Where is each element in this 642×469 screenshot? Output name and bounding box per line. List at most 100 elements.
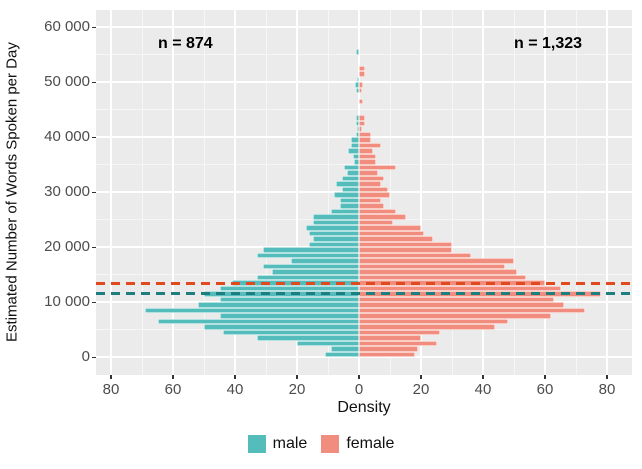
female-bar (359, 65, 366, 71)
male-bar (355, 115, 359, 121)
male-bar (355, 131, 359, 137)
male-bar (306, 225, 359, 231)
male-bar (354, 159, 359, 165)
female-bar (359, 197, 381, 203)
male-bar (197, 302, 359, 308)
male-bar (356, 76, 359, 82)
female-bar (359, 120, 366, 126)
male-bar (256, 252, 359, 258)
female-bar (359, 307, 586, 313)
female-bar (359, 175, 384, 181)
male-bar (354, 82, 359, 88)
x-tick-mark (482, 375, 484, 379)
x-tick-mark (358, 375, 360, 379)
y-tick-label: 50 000 (44, 73, 90, 90)
female-bar (359, 258, 514, 264)
male-bar (335, 181, 359, 187)
male-bar (324, 351, 359, 357)
gridline-y-minor (96, 54, 632, 55)
female-bar (359, 170, 378, 176)
male-bar (309, 230, 359, 236)
male-bar (355, 120, 359, 126)
y-tick-mark (92, 81, 96, 83)
female-bar (359, 296, 555, 302)
male-bar (351, 137, 359, 143)
female-bar (359, 269, 518, 275)
x-tick-label: 60 (536, 381, 554, 398)
male-bar (343, 164, 359, 170)
female-bar (359, 252, 471, 258)
y-tick-label: 30 000 (44, 183, 90, 200)
female-bar (359, 203, 384, 209)
male-bar (262, 263, 359, 269)
male-bar (352, 153, 359, 159)
female-color-swatch (321, 435, 340, 453)
female-bar (359, 351, 415, 357)
x-tick-mark (420, 375, 422, 379)
female-bar (359, 192, 390, 198)
female-bar (359, 71, 366, 77)
female-bar (359, 219, 394, 225)
y-tick-mark (92, 356, 96, 358)
female-bar (359, 302, 564, 308)
male-bar (312, 236, 359, 242)
male-bar (256, 335, 359, 341)
y-tick-label: 20 000 (44, 238, 90, 255)
legend: male female (0, 431, 642, 457)
x-tick-mark (110, 375, 112, 379)
female-bar (359, 131, 372, 137)
x-tick-mark (296, 375, 298, 379)
male-bar (219, 296, 359, 302)
y-tick-label: 10 000 (44, 293, 90, 310)
gridline-y-minor (96, 109, 632, 110)
x-tick-mark (172, 375, 174, 379)
x-tick-label: 80 (598, 381, 616, 398)
male-bar (331, 208, 359, 214)
y-tick-mark (92, 191, 96, 193)
legend-label-female: female (346, 435, 395, 452)
male-mean-line (96, 292, 632, 296)
annotation-male-n: n = 874 (158, 35, 213, 52)
annotation-female-n: n = 1,323 (514, 35, 583, 52)
female-bar (359, 285, 561, 291)
gridline-y-major (96, 81, 632, 83)
male-bar (341, 175, 359, 181)
female-bar (359, 159, 377, 165)
female-bar (359, 236, 434, 242)
female-bar (359, 115, 366, 121)
female-bar (359, 87, 363, 93)
female-bar (359, 126, 363, 132)
female-bar (359, 247, 452, 253)
x-tick-label: 0 (354, 381, 364, 398)
male-bar (272, 269, 359, 275)
y-tick-label: 40 000 (44, 128, 90, 145)
female-bar (359, 335, 421, 341)
x-tick-label: 60 (164, 381, 182, 398)
female-bar (359, 153, 377, 159)
female-bar (359, 324, 496, 330)
female-bar (359, 346, 418, 352)
female-bar (359, 181, 381, 187)
male-bar (219, 313, 359, 319)
female-bar (359, 214, 406, 220)
male-bar (297, 340, 359, 346)
female-bar (359, 274, 527, 280)
male-bar (157, 318, 359, 324)
male-color-swatch (247, 435, 266, 453)
female-bar (359, 340, 437, 346)
female-bar (359, 313, 552, 319)
gridline-y-major (96, 26, 632, 28)
female-bar (359, 98, 364, 104)
y-tick-mark (92, 26, 96, 28)
male-bar (256, 274, 359, 280)
male-bar (204, 324, 359, 330)
male-bar (145, 307, 359, 313)
legend-item-female: female (321, 435, 394, 453)
x-tick-label: 40 (474, 381, 492, 398)
y-tick-label: 0 (81, 348, 90, 365)
male-bar (262, 247, 359, 253)
female-bar (359, 241, 452, 247)
x-tick-label: 20 (288, 381, 306, 398)
y-tick-mark (92, 246, 96, 248)
